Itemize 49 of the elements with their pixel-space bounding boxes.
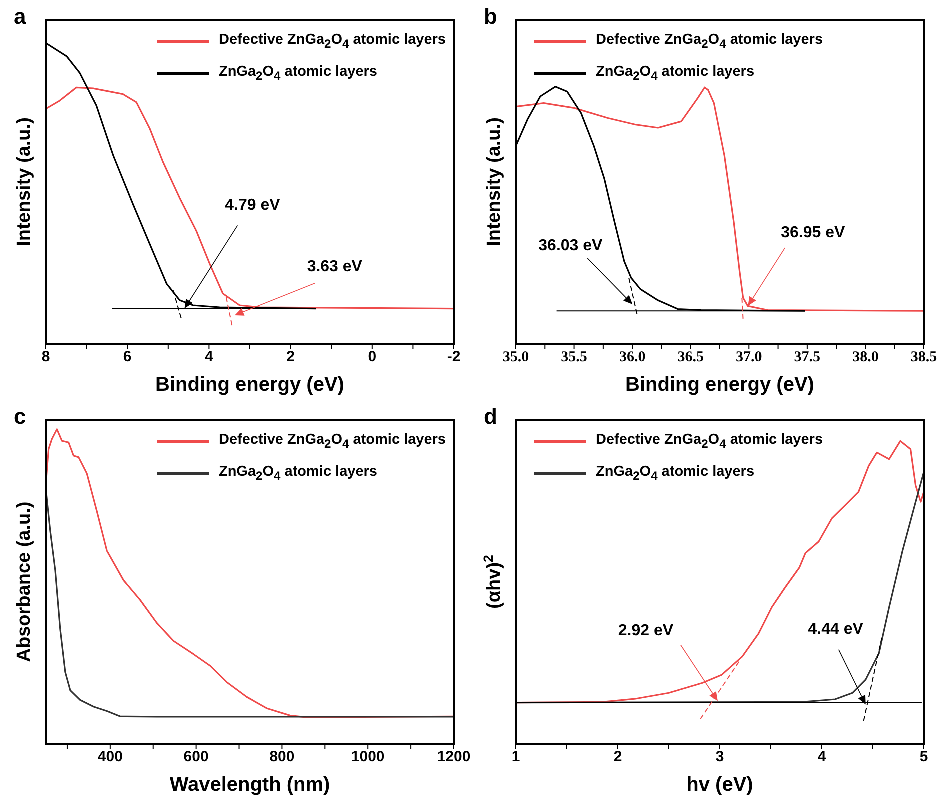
x-tick-label: 38.5 [910,350,938,366]
x-tick-label: 6 [123,348,132,366]
x-tick-label: 4 [205,348,214,366]
chart-title: c [14,404,26,430]
y-axis-title: Absorbance (a.u.) [14,502,35,662]
x-tick-label: 1200 [437,748,471,766]
x-axis-title: Binding energy (eV) [624,374,816,397]
x-tick-label: 1 [512,748,520,766]
y-axis-title: Intensity (a.u.) [484,118,505,246]
x-tick-label: 0 [368,348,377,366]
x-tick-label: 35.5 [561,350,588,366]
x-tick-label: 1000 [351,748,385,766]
x-tick-label: 5 [920,748,928,766]
x-tick-label: -2 [447,348,461,366]
annotation: 2.92 eV [618,622,674,640]
legend-label: Defective ZnGa$_{2}$O$_{4}$ atomic layers [596,31,824,53]
x-tick-label: 800 [270,748,295,766]
x-tick-label: 2 [286,348,295,366]
x-axis-title: Binding energy (eV) [154,374,346,397]
chart-title: a [14,4,26,30]
x-axis-title: Wavelength (nm) [168,774,332,797]
x-tick-label: 38.0 [852,350,879,366]
legend-label: ZnGa$_{2}$O$_{4}$ atomic layers [218,462,378,485]
x-tick-label: 35.0 [502,350,530,366]
annotation: 3.63 eV [307,258,363,276]
y-axis-title: Intensity (a.u.) [14,118,35,246]
x-axis-title: hv (eV) [686,774,754,797]
x-tick-label: 36.5 [678,350,704,366]
x-tick-label: 2 [614,748,622,766]
chart-title: b [484,4,498,30]
legend-label: Defective ZnGa$_{2}$O$_{4}$ atomic layers [596,431,824,453]
x-tick-label: 3 [716,748,724,766]
legend-label: ZnGa$_{2}$O$_{4}$ atomic layers [218,62,378,85]
legend-label: ZnGa$_{2}$O$_{4}$ atomic layers [596,62,755,85]
annotation: 4.44 eV [808,621,864,638]
x-tick-label: 4 [818,748,827,766]
annotation: 36.03 eV [538,238,604,255]
x-tick-label: 36.0 [619,350,646,366]
annotation: 4.79 eV [225,196,281,214]
chart-title: d [484,404,498,430]
legend-label: ZnGa$_{2}$O$_{4}$ atomic layers [596,462,755,485]
x-tick-label: 37.0 [736,350,762,366]
x-tick-label: 400 [98,748,123,766]
legend-label: Defective ZnGa$_{2}$O$_{4}$ atomic layers [218,31,446,53]
annotation: 36.95 eV [781,224,846,242]
x-tick-label: 600 [184,748,209,766]
x-tick-label: 37.5 [794,350,821,366]
x-tick-label: 8 [42,348,50,366]
legend-label: Defective ZnGa$_{2}$O$_{4}$ atomic layers [218,431,446,453]
